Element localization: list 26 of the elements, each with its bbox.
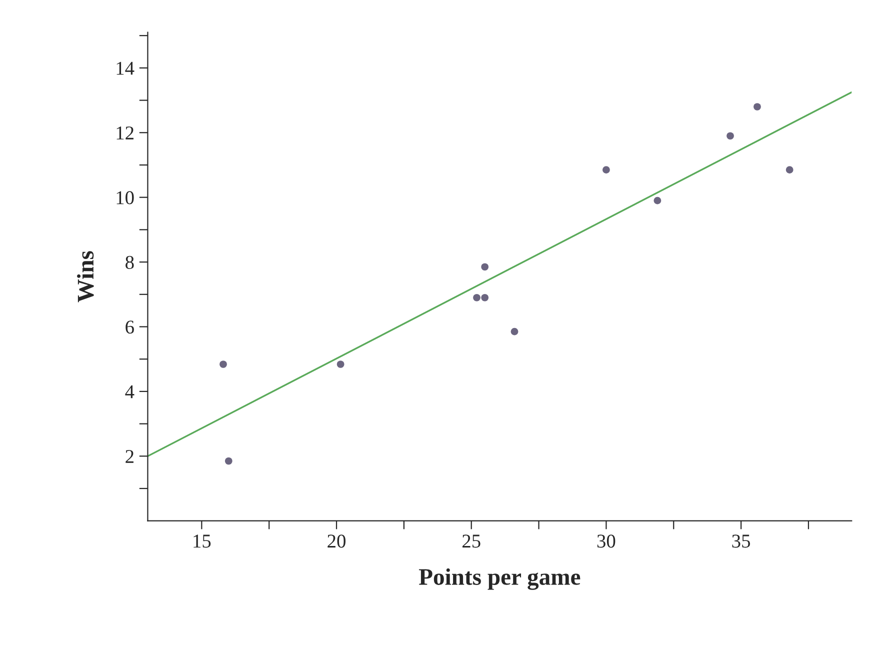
point [336,360,344,368]
x-axis-title: Points per game [418,568,580,590]
point [654,196,662,204]
y-tick-label: 4 [125,385,134,398]
point [726,132,734,140]
point [220,360,227,368]
y-tick-label: 10 [116,191,134,204]
x-tick-label: 30 [597,534,616,548]
y-tick-label: 8 [126,256,134,269]
point [754,103,761,110]
point [473,294,480,302]
y-tick-label: 2 [126,450,134,463]
y-tick-label: 14 [116,62,134,75]
point [602,166,610,174]
x-tick-label: 15 [194,534,211,548]
y-tick-label: 6 [126,320,134,334]
x-tick-label: 25 [462,534,480,548]
x-tick-label: 35 [732,534,750,548]
point [786,166,794,174]
x-tick-label: 20 [328,534,346,548]
y-tick-label: 12 [116,126,134,140]
point [510,328,518,336]
point [481,263,489,271]
point [224,457,232,465]
y-axis-title: Wins [77,251,94,302]
point [481,294,489,302]
